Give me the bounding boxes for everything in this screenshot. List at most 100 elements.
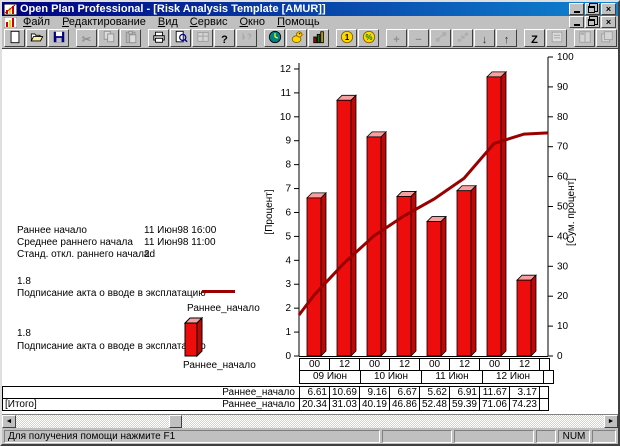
link-button [430, 29, 451, 47]
table-cell: 6.61 [299, 387, 329, 398]
svg-text:100: 100 [557, 52, 574, 63]
arrow-down-button[interactable]: ↓ [474, 29, 495, 47]
svg-text:2: 2 [285, 303, 291, 314]
time-clock-icon [268, 30, 282, 47]
svg-text:40: 40 [557, 231, 569, 242]
minus-button: − [408, 29, 429, 47]
stat-value: 2d [144, 249, 156, 260]
notes-icon [550, 30, 564, 47]
arrow-up-button[interactable]: ↑ [496, 29, 517, 47]
svg-text:90: 90 [557, 82, 569, 93]
table-cell: 74.23 [509, 399, 539, 410]
menu-окно[interactable]: Окно [239, 16, 266, 28]
menu-помощь[interactable]: Помощь [277, 16, 320, 28]
sort-z-icon: Z [531, 33, 538, 46]
insert-table-button [192, 29, 213, 47]
svg-text:[Процент]: [Процент] [264, 189, 275, 234]
table-cell: 10.69 [329, 387, 359, 398]
open-button[interactable] [26, 29, 47, 47]
table-cell: 3.17 [509, 387, 539, 398]
coin-button[interactable]: 1 [336, 29, 357, 47]
menu-редактирование[interactable]: Редактирование [62, 16, 146, 28]
stat-row: Станд. откл. раннего начала2d [17, 249, 155, 260]
hour-tick: 00 [360, 359, 390, 371]
svg-text:6: 6 [285, 207, 291, 218]
scrollbar-track[interactable] [16, 415, 604, 428]
svg-text:12: 12 [280, 64, 292, 75]
svg-text:10: 10 [280, 112, 292, 123]
menu-сервис[interactable]: Сервис [189, 16, 228, 28]
plus-icon: + [393, 33, 400, 46]
steps-button [452, 29, 473, 47]
legend-series-label: Раннее_начало [187, 303, 260, 314]
hour-tick: 00 [420, 359, 450, 371]
time-clock-button[interactable] [264, 29, 285, 47]
stat-label: Раннее начало [17, 225, 87, 236]
date-tick: 09 Июн [300, 371, 361, 383]
hour-tick: 12 [390, 359, 420, 371]
svg-text:0: 0 [557, 351, 563, 362]
total-row-label: [Итого] [5, 399, 37, 410]
svg-text:[Сум. процент]: [Сум. процент] [566, 178, 577, 246]
table-cell: 46.86 [389, 399, 419, 410]
menu-вид[interactable]: Вид [157, 16, 178, 28]
hour-tick: 00 [300, 359, 330, 371]
risk-histogram-chart: 01234567891011120102030405060708090100[П… [264, 52, 577, 362]
resource-duck-button[interactable] [286, 29, 307, 47]
table-cell: 52.48 [419, 399, 449, 410]
percent-icon: % [362, 30, 376, 47]
restore-button[interactable] [585, 3, 600, 15]
stat-value: 11 Июн98 16:00 [144, 225, 217, 236]
horizontal-scrollbar[interactable]: ◄ ► [2, 414, 618, 428]
sort-z-button[interactable]: Z [524, 29, 545, 47]
menu-файл[interactable]: Файл [23, 16, 51, 28]
tile-icon [578, 30, 592, 47]
table-cell: 31.03 [329, 399, 359, 410]
child-restore-button[interactable] [585, 16, 600, 28]
legend-bar-swatch [180, 309, 206, 361]
print-button[interactable] [148, 29, 169, 47]
stat-value: 11 Июн98 11:00 [144, 237, 216, 248]
help-button[interactable]: ? [214, 29, 235, 47]
print-preview-button[interactable] [170, 29, 191, 47]
histogram-button[interactable] [308, 29, 329, 47]
context-help-button: ? [236, 29, 257, 47]
paste-icon [124, 30, 138, 47]
date-tick: 11 Июн [422, 371, 483, 383]
scroll-left-button[interactable]: ◄ [2, 415, 16, 428]
percent-button[interactable]: % [358, 29, 379, 47]
insert-table-icon [196, 30, 210, 47]
table-cell: 40.19 [359, 399, 389, 410]
child-minimize-button[interactable] [569, 16, 584, 28]
table-cell: 71.06 [479, 399, 509, 410]
save-button[interactable] [48, 29, 69, 47]
svg-text:8: 8 [285, 160, 291, 171]
scroll-right-button[interactable]: ► [604, 415, 618, 428]
context-help-icon: ? [240, 30, 254, 47]
date-tick: 10 Июн [361, 371, 422, 383]
scrollbar-thumb[interactable] [169, 415, 182, 428]
svg-text:50: 50 [557, 202, 569, 213]
resource-duck-icon [290, 30, 304, 47]
legend-activity-id: 1.8 [17, 276, 31, 287]
plus-button: + [386, 29, 407, 47]
stat-label: Станд. откл. раннего начала [17, 249, 150, 260]
child-close-button[interactable]: × [601, 16, 616, 28]
copy-icon [102, 30, 116, 47]
status-bar: Для получения помощи нажмите F1 NUM [2, 428, 618, 444]
svg-text:4: 4 [285, 255, 291, 266]
print-icon [152, 30, 166, 47]
svg-text:3: 3 [285, 279, 291, 290]
status-panel-3 [454, 429, 534, 443]
minimize-button[interactable] [569, 3, 584, 15]
title-bar[interactable]: Open Plan Professional - [Risk Analysis … [2, 2, 618, 16]
svg-text:80: 80 [557, 112, 569, 123]
new-button[interactable] [4, 29, 25, 47]
table-cell: 20.34 [299, 399, 329, 410]
svg-text:60: 60 [557, 172, 569, 183]
child-window-icon[interactable] [3, 16, 18, 28]
row-series-label: Раннее_начало [222, 399, 295, 410]
close-button[interactable]: × [601, 3, 616, 15]
stat-label: Среднее раннего начала [17, 237, 133, 248]
